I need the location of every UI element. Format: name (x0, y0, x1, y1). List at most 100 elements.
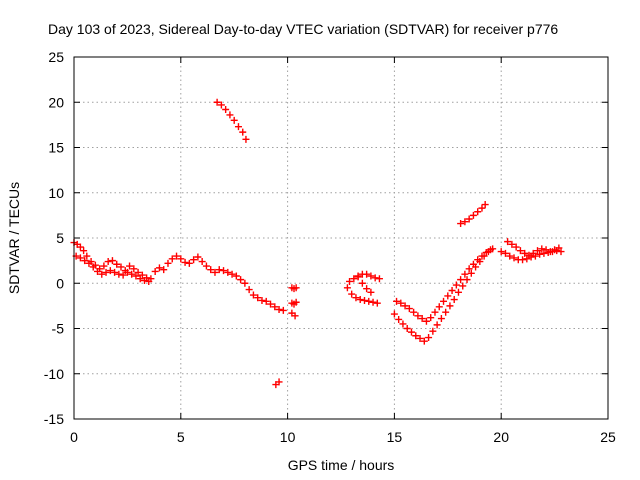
data-point (267, 300, 275, 308)
data-point (108, 257, 116, 265)
data-point (446, 302, 454, 310)
data-point (448, 286, 456, 294)
data-point (467, 269, 475, 277)
y-tick-label: -5 (52, 321, 65, 337)
data-point (245, 286, 253, 294)
data-point (194, 253, 202, 261)
x-tick-label: 0 (70, 429, 78, 445)
data-point (89, 263, 97, 271)
data-point (132, 272, 140, 280)
data-point (427, 314, 435, 322)
data-point (354, 273, 362, 281)
data-point (469, 211, 477, 219)
data-point (393, 297, 401, 305)
x-tick-label: 5 (177, 429, 185, 445)
data-point (540, 249, 548, 257)
data-point (117, 263, 125, 271)
data-point (474, 256, 482, 264)
data-point (363, 270, 371, 278)
y-tick-label: 10 (48, 185, 64, 201)
data-point (444, 292, 452, 300)
data-point (350, 275, 358, 283)
data-point (395, 315, 403, 323)
data-point (111, 268, 119, 276)
data-point (459, 282, 467, 290)
data-point (469, 260, 477, 268)
data-point (352, 294, 360, 302)
data-point (138, 271, 146, 279)
data-point (136, 275, 144, 283)
data-point (478, 252, 486, 260)
data-point (275, 305, 283, 313)
data-point (271, 303, 279, 311)
data-point (425, 334, 433, 342)
data-point (516, 247, 524, 255)
data-point (202, 262, 210, 270)
data-point (83, 252, 91, 260)
data-point (80, 247, 88, 255)
data-point (292, 298, 300, 306)
y-tick-label: 15 (48, 140, 64, 156)
chart-title: Day 103 of 2023, Sidereal Day-to-day VTE… (48, 21, 558, 37)
data-point (279, 306, 287, 314)
data-point (482, 248, 490, 256)
data-point (512, 243, 520, 251)
data-point (220, 267, 228, 275)
data-point (452, 281, 460, 289)
data-point (497, 248, 505, 256)
data-point (390, 310, 398, 318)
data-points (70, 98, 565, 389)
data-point (113, 260, 121, 268)
data-point (100, 262, 108, 270)
data-point (239, 128, 247, 136)
data-point (422, 317, 430, 325)
data-point (140, 277, 148, 285)
data-point (168, 255, 176, 263)
data-point (487, 246, 495, 254)
data-point (525, 251, 533, 259)
data-point (190, 256, 198, 264)
data-point (418, 315, 426, 323)
data-point (435, 303, 443, 311)
data-point (346, 277, 354, 285)
series-arc-16b (393, 246, 495, 325)
data-point (365, 297, 373, 305)
data-point (254, 294, 262, 302)
data-point (401, 302, 409, 310)
data-point (134, 268, 142, 276)
series-arc-10 (288, 284, 300, 320)
data-point (534, 247, 542, 255)
data-point (211, 268, 219, 276)
data-point (226, 111, 234, 119)
data-point (440, 297, 448, 305)
data-point (241, 279, 249, 287)
data-point (76, 254, 84, 262)
series-arc-18 (457, 201, 489, 228)
data-point (126, 262, 134, 270)
data-point (457, 276, 465, 284)
data-point (115, 270, 123, 278)
x-tick-label: 20 (493, 429, 509, 445)
data-point (519, 256, 527, 264)
data-point (367, 288, 375, 296)
data-point (501, 249, 509, 257)
data-point (237, 276, 245, 284)
data-point (437, 315, 445, 323)
y-tick-label: 5 (56, 230, 64, 246)
y-tick-label: 0 (56, 275, 64, 291)
data-point (481, 201, 489, 209)
data-point (123, 268, 131, 276)
grid-lines (74, 57, 608, 419)
data-point (215, 266, 223, 274)
data-point (348, 290, 356, 298)
data-point (416, 334, 424, 342)
y-tick-label: -10 (44, 366, 64, 382)
data-point (529, 249, 537, 257)
y-tick-label: 20 (48, 94, 64, 110)
data-point (420, 337, 428, 345)
data-point (76, 243, 84, 251)
data-point (546, 248, 554, 256)
data-point (119, 271, 127, 279)
data-point (258, 296, 266, 304)
